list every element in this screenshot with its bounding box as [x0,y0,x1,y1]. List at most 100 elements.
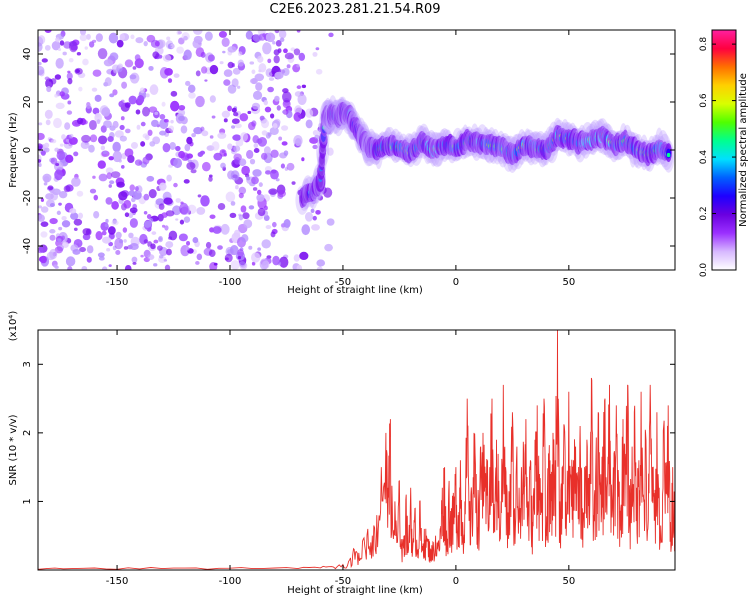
noise-blob [98,173,108,182]
noise-blob [272,255,280,266]
noise-blob [169,141,176,150]
noise-blob [218,31,228,38]
noise-blob [72,248,81,255]
noise-blob [151,119,159,128]
noise-blob [208,249,216,258]
noise-blob [186,162,196,170]
snr-xtick-label: -150 [106,576,129,587]
noise-blob [227,105,232,112]
noise-blob [143,220,152,228]
noise-blob [269,126,279,136]
noise-blob [173,158,183,169]
noise-blob [252,90,263,101]
noise-blob [179,202,189,215]
noise-blob [238,192,244,199]
noise-blob [58,202,62,206]
noise-blob [247,110,252,114]
noise-blob [108,184,112,188]
noise-blob [102,150,107,155]
noise-blob [151,231,157,235]
noise-blob [242,212,250,220]
noise-blob [130,141,139,149]
noise-blob [146,214,152,220]
noise-blob [232,67,241,75]
noise-blob [62,241,69,248]
noise-blob [192,237,199,244]
noise-blob [257,136,268,147]
noise-blob [234,157,241,165]
noise-blob [230,260,240,270]
noise-blob [239,113,249,122]
noise-blob [129,207,138,214]
noise-blob [128,95,137,105]
noise-blob [264,106,272,113]
spectrogram-xtick-label: 0 [453,277,459,288]
noise-blob [227,46,237,53]
noise-blob [219,149,227,157]
noise-blob [100,145,106,151]
noise-blob [129,74,137,80]
spectrogram-ytick-label: -20 [22,190,33,206]
noise-blob [123,246,129,250]
snr-xtick-label: 0 [453,576,459,587]
noise-blob [201,130,209,137]
noise-blob [282,91,292,103]
noise-blob [159,130,167,136]
noise-blob [155,40,160,47]
noise-blob [186,136,193,145]
noise-blob [95,230,103,241]
noise-blob [109,52,119,61]
noise-blob [178,150,186,159]
noise-blob [293,48,301,56]
noise-blob [296,264,303,270]
noise-blob [178,115,185,122]
noise-blob [94,94,102,102]
noise-blob [227,143,233,150]
noise-blob [165,241,174,248]
noise-blob [80,141,90,150]
noise-blob [38,214,45,222]
noise-blob [279,37,285,43]
signal-peak [666,152,671,158]
noise-blob [316,266,323,270]
noise-blob [38,163,42,168]
noise-blob [47,185,54,191]
noise-blob [40,231,48,238]
noise-blob [166,36,171,41]
noise-blob [118,159,122,163]
noise-blob [253,147,260,154]
noise-blob [270,169,279,180]
noise-blob [305,108,314,119]
spectrogram-xlabel: Height of straight line (km) [287,285,423,296]
noise-blob [82,233,91,241]
noise-blob [315,47,320,51]
noise-blob [137,94,145,104]
noise-blob [152,51,160,59]
noise-blob [256,189,262,195]
noise-blob [277,190,286,198]
noise-blob [110,171,121,179]
noise-blob [201,66,208,74]
noise-blob [173,73,180,78]
noise-blob [223,69,233,77]
noise-blob [130,34,135,40]
noise-blob [63,185,71,193]
noise-blob [97,252,105,258]
noise-blob [104,77,112,87]
noise-blob [224,253,233,263]
noise-blob [61,235,65,241]
noise-blob [164,225,169,231]
noise-blob [84,46,88,50]
noise-blob [280,163,286,169]
noise-blob [208,176,213,182]
noise-blob [89,188,97,194]
noise-blob [250,252,261,263]
noise-blob [185,246,190,251]
noise-blob [312,129,319,136]
snr-frame [37,329,676,571]
noise-blob [55,102,65,110]
noise-blob [227,61,234,69]
noise-blob [129,243,139,251]
noise-blob [265,225,272,230]
noise-blob [267,86,274,93]
